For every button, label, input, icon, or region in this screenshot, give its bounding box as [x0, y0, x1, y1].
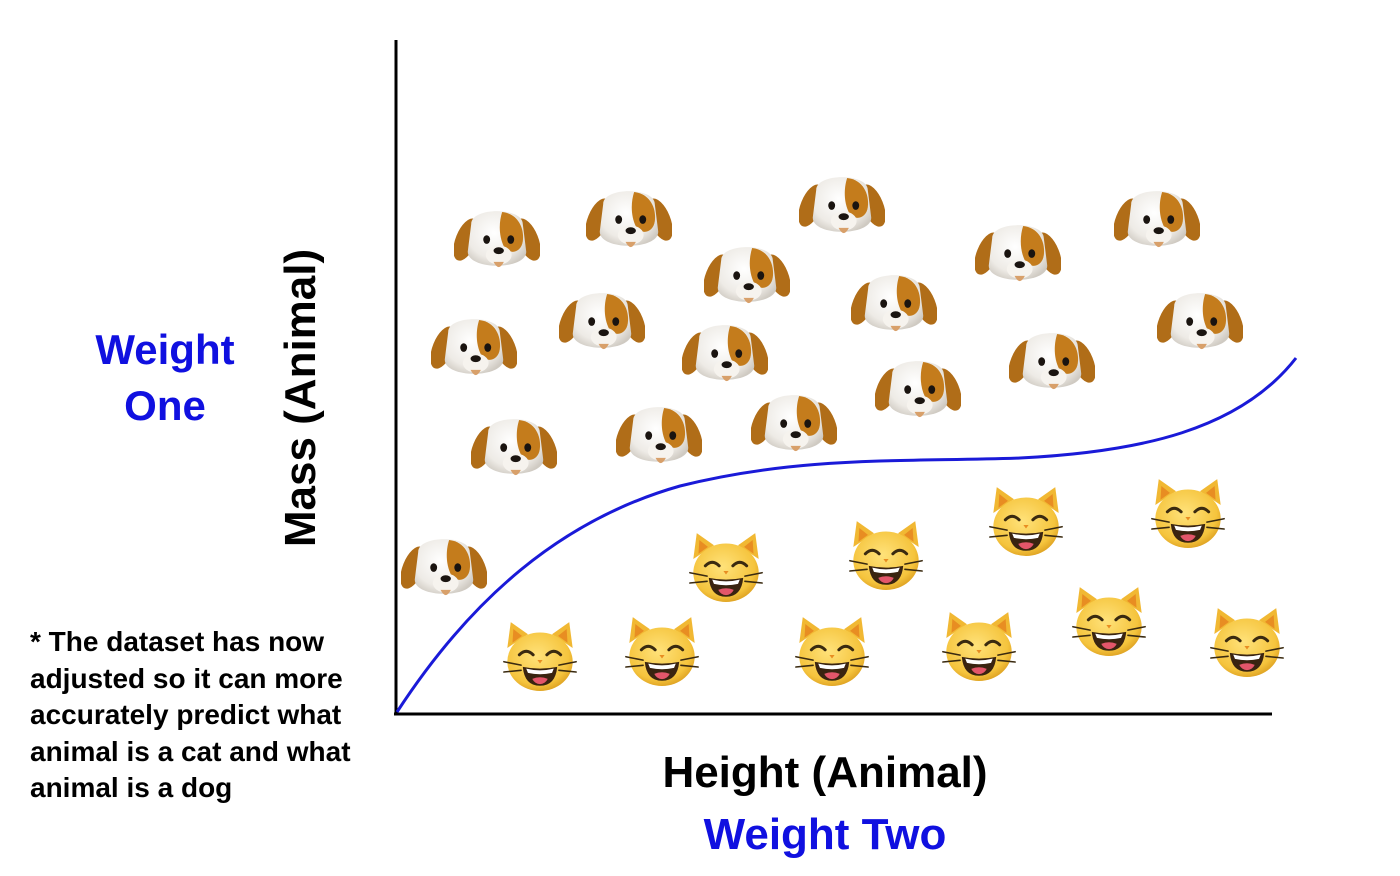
dog-face-icon — [851, 275, 937, 332]
grinning-cat-icon — [1071, 585, 1147, 658]
dog-cluster — [401, 177, 1243, 596]
dog-face-icon — [586, 191, 672, 248]
x-axis-label: Height (Animal) — [662, 748, 988, 797]
dog-face-icon — [401, 539, 487, 596]
grinning-cat-icon — [1209, 606, 1285, 679]
dog-face-icon — [454, 211, 540, 268]
grinning-cat-icon — [1150, 477, 1226, 550]
grinning-cat-icon — [688, 531, 764, 604]
dog-face-icon — [751, 395, 837, 452]
grinning-cat-icon — [794, 615, 870, 688]
grinning-cat-icon — [988, 485, 1064, 558]
weight-one-line: One — [124, 382, 206, 429]
dog-face-icon — [1114, 191, 1200, 248]
grinning-cat-icon — [941, 610, 1017, 683]
dog-face-icon — [799, 177, 885, 234]
dog-face-icon — [682, 325, 768, 382]
dog-face-icon — [616, 407, 702, 464]
decision-boundary — [395, 357, 1298, 713]
weight-one-label: Weight One — [60, 322, 270, 434]
grinning-cat-icon — [502, 620, 578, 693]
dog-face-icon — [471, 419, 557, 476]
dog-face-icon — [1157, 293, 1243, 350]
grinning-cat-icon — [848, 519, 924, 592]
weight-two-label: Weight Two — [703, 810, 947, 859]
dog-face-icon — [559, 293, 645, 350]
dog-face-icon — [975, 225, 1061, 282]
weight-one-line: Weight — [95, 326, 235, 373]
dog-face-icon — [704, 247, 790, 304]
dog-face-icon — [431, 319, 517, 376]
grinning-cat-icon — [624, 615, 700, 688]
cat-cluster — [502, 477, 1285, 693]
dataset-note: * The dataset has now adjusted so it can… — [30, 626, 351, 803]
dog-face-icon — [875, 361, 961, 418]
dog-face-icon — [1009, 333, 1095, 390]
